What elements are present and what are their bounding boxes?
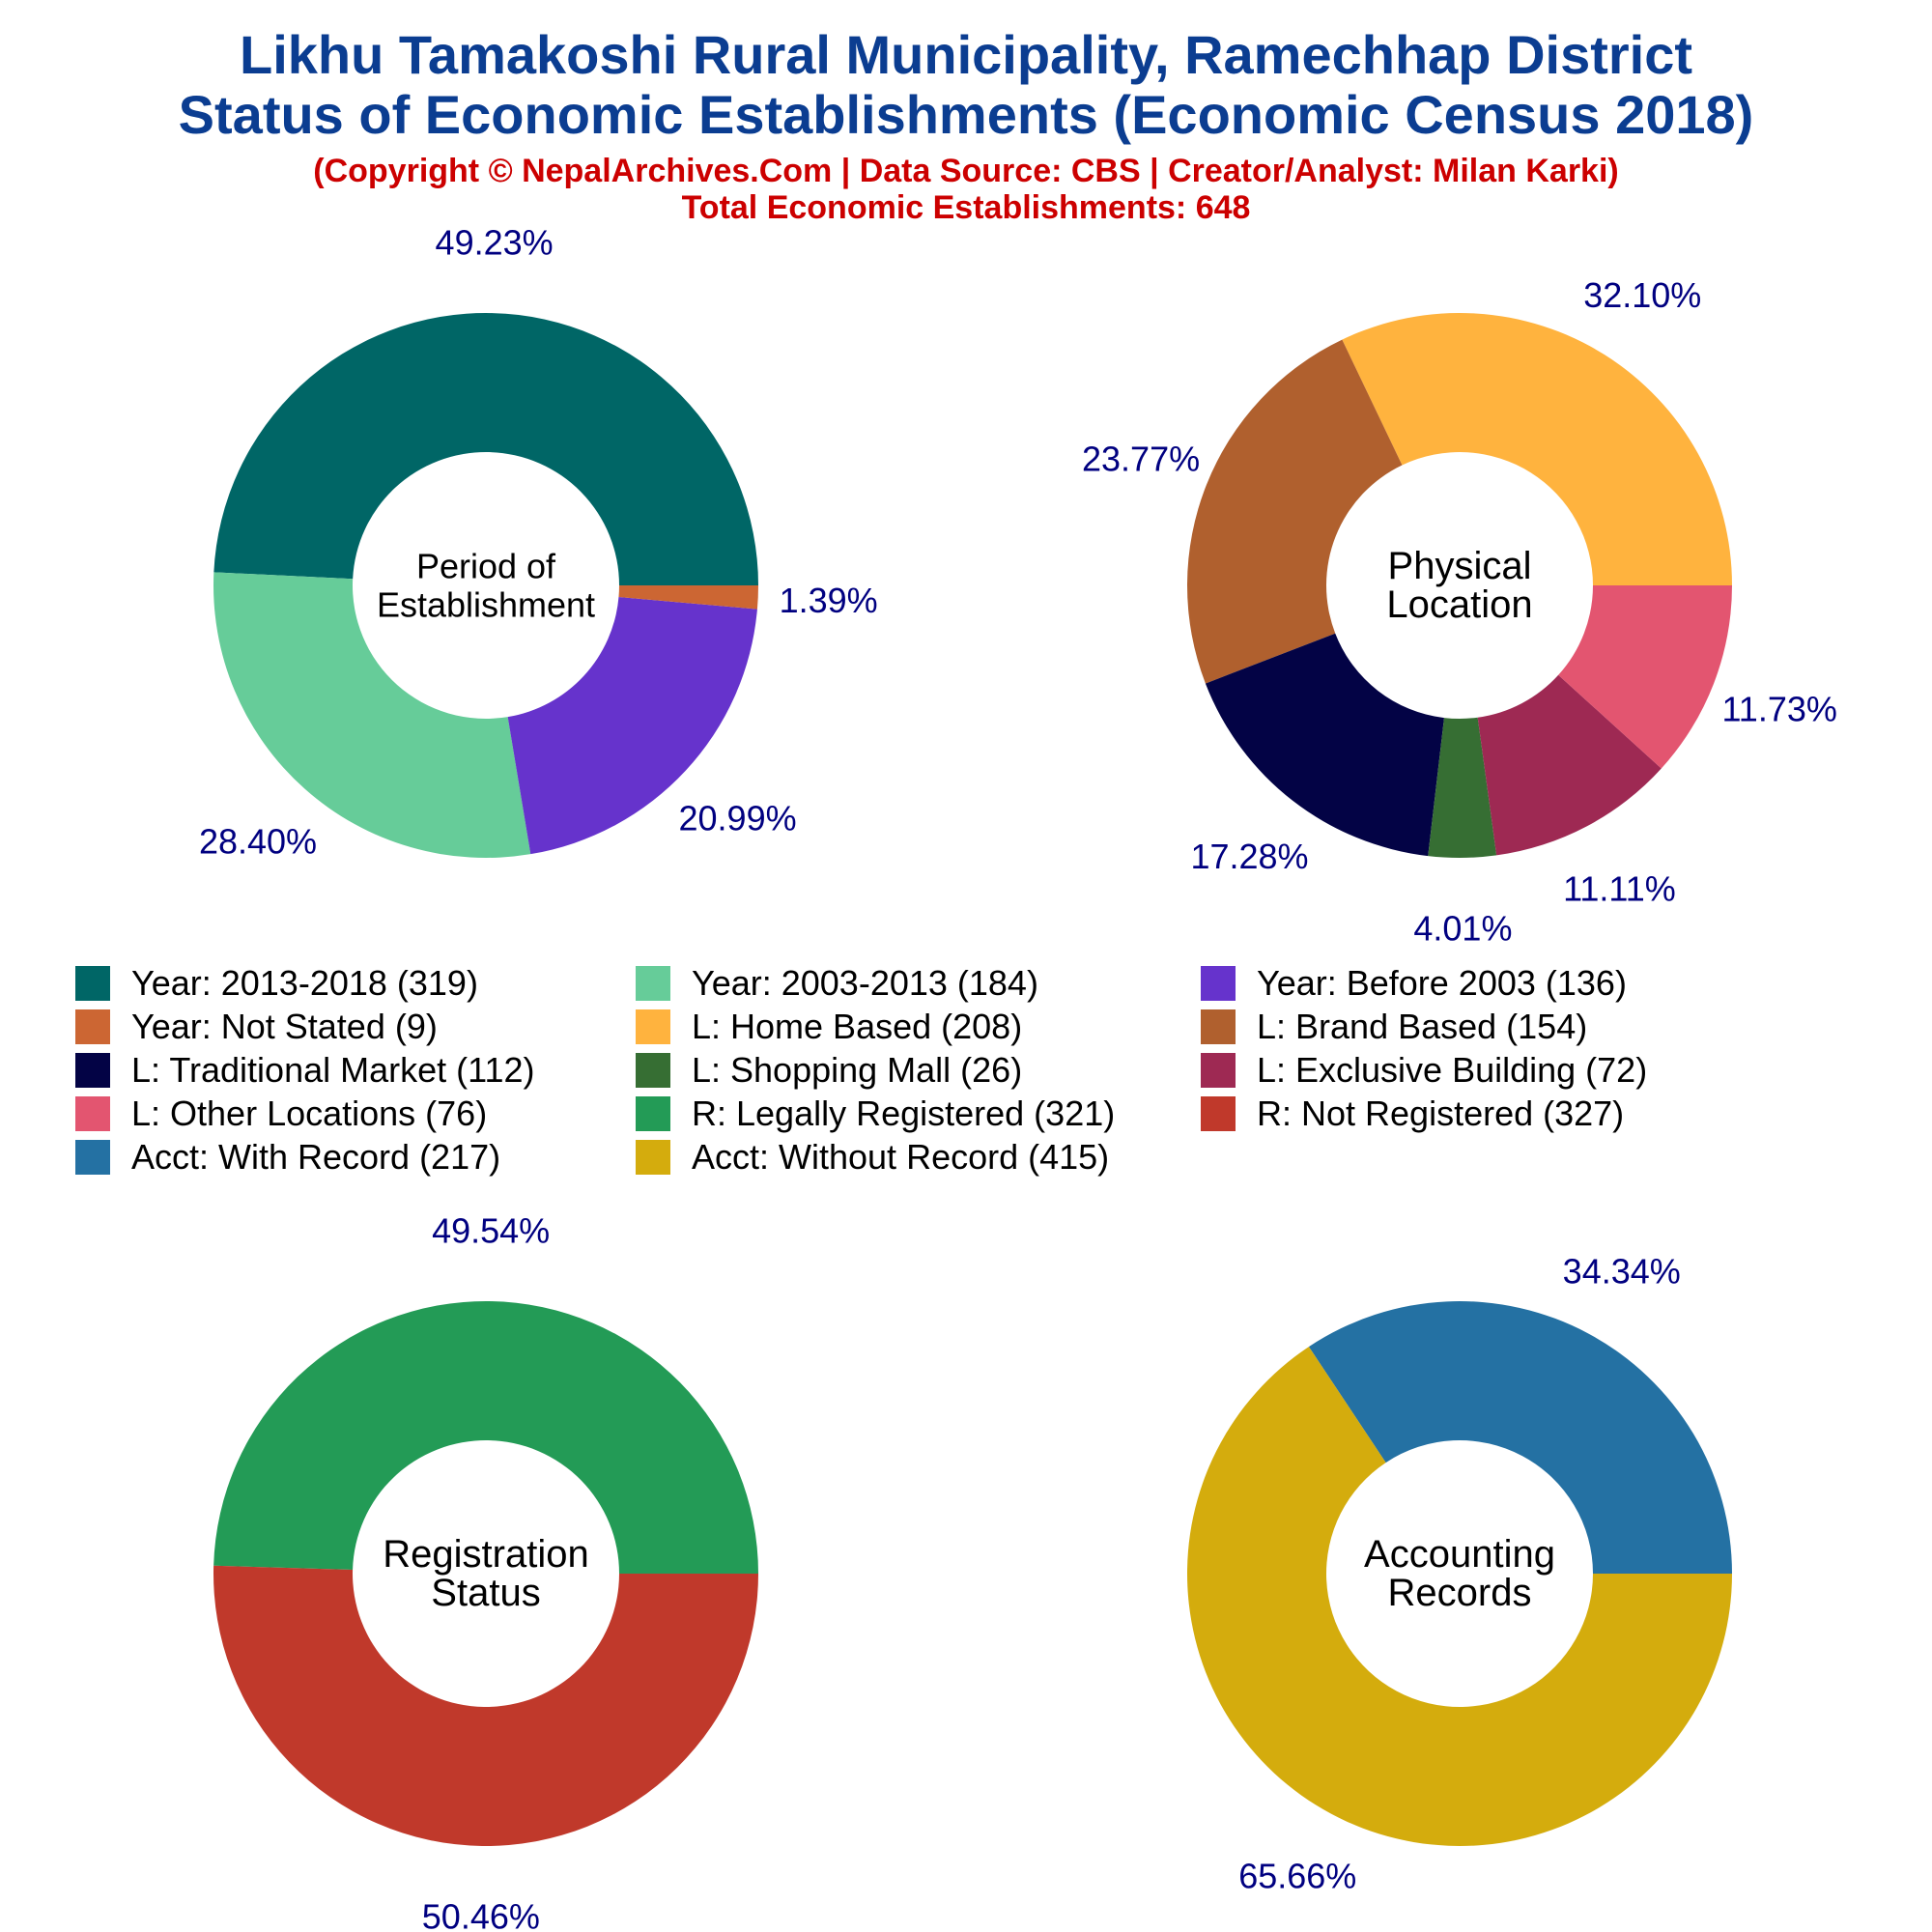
donut-center-label: Registration (383, 1533, 588, 1576)
slice-percent-label: 11.11% (1563, 869, 1676, 909)
chart-subtitle-copyright: (Copyright © NepalArchives.Com | Data So… (313, 153, 1619, 189)
chart-header: Likhu Tamakoshi Rural Municipality, Rame… (0, 0, 1932, 227)
donut-slice (1186, 339, 1403, 684)
legend-label: Year: Before 2003 (136) (1257, 963, 1627, 1003)
slice-percent-label: 17.28% (1190, 837, 1308, 876)
slice-percent-label: 49.23% (436, 223, 554, 263)
donut-center-label: Location (1386, 583, 1532, 626)
donut-slice (1186, 1347, 1732, 1846)
slice-percent-label: 4.01% (1413, 908, 1512, 948)
slice-percent-label: 28.40% (199, 822, 317, 862)
legend-swatch (636, 1096, 670, 1131)
donut-slice (213, 312, 758, 585)
legend-swatch (1201, 966, 1236, 1001)
legend-item: L: Traditional Market (112) (75, 1050, 535, 1090)
legend-swatch (636, 1009, 670, 1044)
slice-percent-label: 50.46% (422, 1896, 540, 1932)
chart-title-line-2: Status of Economic Establishments (Econo… (178, 84, 1754, 145)
legend-item: Year: 2013-2018 (319) (75, 963, 478, 1003)
donut-slice (507, 597, 757, 855)
legend-item: L: Other Locations (76) (75, 1094, 487, 1133)
legend-item: Year: 2003-2013 (184) (636, 963, 1038, 1003)
legend-swatch (75, 1140, 110, 1175)
donut-center-label: Accounting (1364, 1533, 1555, 1576)
legend-label: L: Other Locations (76) (131, 1094, 488, 1133)
legend-item: Acct: Without Record (415) (636, 1137, 1110, 1177)
legend-swatch (1201, 1096, 1236, 1131)
legend-label: R: Legally Registered (321) (692, 1094, 1116, 1133)
donut-center-label: Status (431, 1572, 540, 1614)
donut-center-label: Establishment (377, 585, 595, 625)
donut-slice (213, 1301, 759, 1574)
legend-item: Year: Not Stated (9) (75, 1007, 438, 1046)
legend-swatch (75, 1053, 110, 1088)
legend-label: Year: 2013-2018 (319) (131, 963, 478, 1003)
slice-percent-label: 65.66% (1238, 1856, 1356, 1895)
donut-slice (1308, 1300, 1732, 1574)
legend-swatch (75, 1096, 110, 1131)
legend-swatch (1201, 1053, 1236, 1088)
donut-chart-1: 49.23% 28.40% 20.99% 1.39% Period ofEstablis… (199, 223, 878, 862)
legend-label: Year: 2003-2013 (184) (692, 963, 1038, 1003)
legend-item: R: Legally Registered (321) (636, 1094, 1115, 1133)
legend-label: L: Home Based (208) (692, 1007, 1023, 1046)
legend-swatch (636, 1140, 670, 1175)
slice-percent-label: 34.34% (1563, 1252, 1681, 1292)
donut-center-label: Period of (416, 547, 556, 586)
legend-swatch (636, 1053, 670, 1088)
slice-percent-label: 20.99% (679, 799, 797, 838)
donut-slice (1205, 633, 1444, 857)
legend-swatch (1201, 1009, 1236, 1044)
legend-item: L: Shopping Mall (26) (636, 1050, 1023, 1090)
legend-item: L: Exclusive Building (72) (1201, 1050, 1648, 1090)
slice-percent-label: 1.39% (780, 581, 878, 620)
legend-label: Acct: Without Record (415) (692, 1137, 1110, 1177)
donut-slice (1558, 585, 1732, 769)
donut-slice (1477, 674, 1662, 856)
legend-label: L: Brand Based (154) (1257, 1007, 1588, 1046)
legend-item: L: Brand Based (154) (1201, 1007, 1588, 1046)
donut-chart-2: 32.10% 23.77% 17.28% 4.01% 11.11% 11.73% Physi… (1082, 275, 1837, 948)
legend-item: Acct: With Record (217) (75, 1137, 501, 1177)
slice-percent-label: 32.10% (1583, 275, 1701, 315)
legend-label: L: Traditional Market (112) (131, 1050, 535, 1090)
legend-swatch (75, 966, 110, 1001)
slice-percent-label: 49.54% (432, 1211, 550, 1251)
legend-label: Year: Not Stated (9) (131, 1007, 438, 1046)
donut-slice (1428, 717, 1497, 858)
chart-title-line-1: Likhu Tamakoshi Rural Municipality, Rame… (239, 24, 1692, 85)
slice-percent-label: 23.77% (1082, 439, 1200, 478)
legend-label: L: Exclusive Building (72) (1257, 1050, 1648, 1090)
legend-label: R: Not Registered (327) (1257, 1094, 1625, 1133)
legend-label: Acct: With Record (217) (131, 1137, 501, 1177)
donut-center-label: Physical (1388, 545, 1532, 587)
donut-slice (213, 1565, 759, 1847)
chart-subtitle-total: Total Economic Establishments: 648 (681, 189, 1251, 226)
slice-percent-label: 11.73% (1721, 689, 1836, 728)
donut-center-label: Records (1388, 1572, 1532, 1614)
legend-item: Year: Before 2003 (136) (1201, 963, 1627, 1003)
legend-label: L: Shopping Mall (26) (692, 1050, 1023, 1090)
donut-slice (618, 585, 758, 610)
legend-item: L: Home Based (208) (636, 1007, 1023, 1046)
legend-swatch (75, 1009, 110, 1044)
donut-slice (213, 572, 531, 858)
donut-slice (1342, 313, 1732, 585)
legend-item: R: Not Registered (327) (1201, 1094, 1624, 1133)
legend-swatch (636, 966, 670, 1001)
